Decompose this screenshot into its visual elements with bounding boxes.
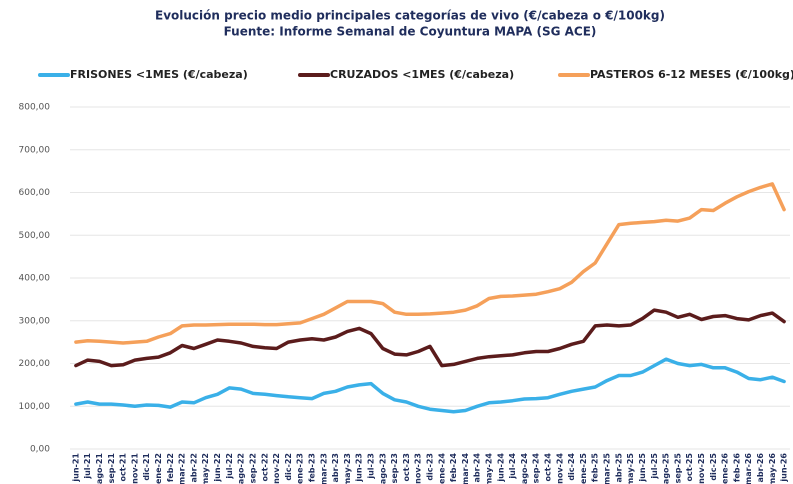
x-tick-label: jul-23	[366, 453, 375, 480]
x-tick-label: jun-22	[213, 453, 222, 483]
x-tick-label: dic-24	[567, 453, 576, 481]
x-tick-label: ene-24	[437, 453, 446, 484]
x-tick-label: ene-22	[154, 453, 163, 484]
x-tick-label: feb-24	[449, 453, 458, 483]
x-tick-label: feb-25	[591, 453, 600, 483]
x-tick-label: feb-26	[732, 453, 741, 483]
x-tick-label: jul-25	[650, 453, 659, 480]
x-tick-label: may-24	[485, 453, 494, 484]
chart-title: Evolución precio medio principales categ…	[155, 9, 665, 23]
x-tick-label: mar-25	[603, 453, 612, 484]
y-tick-label: 500,00	[19, 231, 51, 241]
x-tick-label: ago-25	[662, 453, 671, 484]
x-tick-label: feb-22	[166, 453, 175, 482]
x-tick-label: dic-21	[142, 453, 151, 481]
legend-label: FRISONES <1MES (€/cabeza)	[70, 68, 248, 81]
x-tick-label: jul-21	[83, 453, 92, 480]
x-tick-label: oct-22	[260, 453, 269, 482]
x-tick-label: sep-24	[532, 453, 541, 484]
x-tick-label: dic-22	[284, 453, 293, 481]
y-tick-label: 400,00	[19, 274, 51, 284]
x-tick-label: abr-26	[756, 453, 765, 483]
x-tick-label: may-25	[626, 453, 635, 484]
x-tick-label: ago-22	[237, 453, 246, 484]
x-tick-label: sep-23	[390, 453, 399, 483]
x-tick-label: may-23	[343, 453, 352, 484]
series-line	[74, 308, 786, 368]
x-tick-label: jul-22	[225, 453, 234, 480]
x-tick-label: jun-21	[71, 453, 80, 483]
y-tick-label: 300,00	[19, 316, 51, 326]
x-tick-label: oct-25	[685, 453, 694, 482]
x-tick-label: jun-25	[638, 453, 647, 483]
x-tick-label: abr-24	[473, 453, 482, 483]
x-tick-label: ene-23	[296, 453, 305, 484]
y-tick-label: 600,00	[19, 188, 51, 198]
x-tick-label: ene-26	[721, 453, 730, 484]
x-tick-label: oct-24	[544, 453, 553, 482]
x-tick-label: ago-23	[378, 453, 387, 484]
x-tick-label: ago-21	[95, 453, 104, 484]
x-tick-label: sep-21	[107, 453, 116, 484]
x-tick-label: abr-23	[331, 453, 340, 483]
y-tick-label: 700,00	[19, 145, 51, 155]
x-tick-label: sep-22	[248, 453, 257, 483]
y-tick-label: 200,00	[19, 359, 51, 369]
x-tick-label: jun-26	[780, 453, 789, 483]
x-tick-label: may-22	[201, 453, 210, 484]
x-tick-label: nov-23	[414, 453, 423, 484]
legend-label: PASTEROS 6-12 MESES (€/100kg)	[590, 68, 793, 81]
series-line	[74, 182, 786, 345]
x-tick-label: mar-24	[461, 453, 470, 484]
x-tick-label: nov-21	[130, 453, 139, 484]
x-tick-label: mar-22	[178, 453, 187, 484]
x-tick-label: dic-25	[709, 453, 718, 481]
x-tick-label: mar-23	[319, 453, 328, 484]
x-tick-label: abr-25	[614, 453, 623, 483]
x-tick-label: may-26	[768, 453, 777, 484]
x-tick-label: oct-23	[402, 453, 411, 482]
x-tick-label: jul-24	[508, 453, 517, 480]
series-line	[74, 357, 786, 414]
y-tick-label: 100,00	[19, 402, 51, 412]
x-tick-label: jun-23	[355, 453, 364, 483]
x-tick-label: nov-22	[272, 453, 281, 484]
x-tick-label: feb-23	[307, 453, 316, 482]
x-tick-label: nov-24	[555, 453, 564, 484]
legend-label: CRUZADOS <1MES (€/cabeza)	[330, 68, 514, 81]
x-tick-label: abr-22	[189, 453, 198, 483]
y-tick-label: 800,00	[19, 103, 51, 113]
x-tick-label: dic-23	[426, 453, 435, 481]
x-tick-label: ago-24	[520, 453, 529, 484]
x-tick-label: sep-25	[673, 453, 682, 484]
x-tick-label: nov-25	[697, 453, 706, 484]
x-tick-label: ene-25	[579, 453, 588, 484]
x-tick-label: oct-21	[119, 453, 128, 482]
x-tick-label: mar-26	[744, 453, 753, 484]
chart-subtitle: Fuente: Informe Semanal de Coyuntura MAP…	[224, 25, 597, 39]
y-tick-label: 0,00	[30, 445, 50, 455]
x-tick-label: jun-24	[496, 453, 505, 483]
